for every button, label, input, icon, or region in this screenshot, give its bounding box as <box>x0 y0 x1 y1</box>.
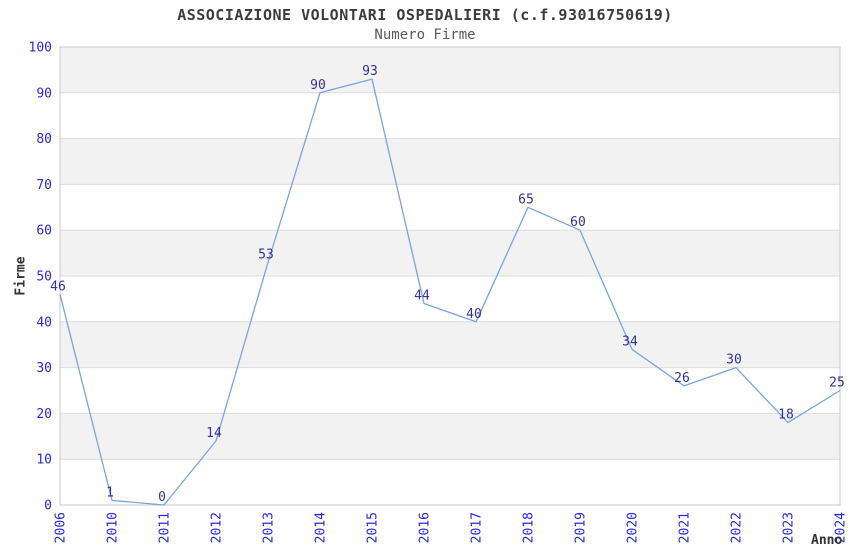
y-tick-label: 0 <box>44 499 52 514</box>
point-label: 30 <box>726 353 742 368</box>
x-tick-label: 2019 <box>574 512 589 543</box>
y-tick-label: 10 <box>36 453 52 468</box>
plot-band <box>60 459 840 505</box>
point-label: 0 <box>158 490 166 505</box>
y-tick-label: 50 <box>36 270 52 285</box>
y-tick-label: 30 <box>36 361 52 376</box>
x-tick-label: 2022 <box>730 512 745 543</box>
point-label: 53 <box>258 247 274 262</box>
y-tick-label: 60 <box>36 224 52 239</box>
x-tick-label: 2015 <box>366 512 381 543</box>
x-axis-label: Anno <box>811 533 843 548</box>
y-tick-label: 20 <box>36 407 52 422</box>
x-tick-label: 2006 <box>54 512 69 543</box>
point-label: 44 <box>414 289 430 304</box>
plot-band <box>60 367 840 414</box>
y-tick-label: 80 <box>36 132 52 147</box>
point-label: 1 <box>106 485 114 500</box>
x-tick-label: 2020 <box>626 512 641 543</box>
point-label: 46 <box>50 279 66 294</box>
x-tick-label: 2021 <box>678 512 693 543</box>
plot-band <box>60 276 840 322</box>
x-tick-label: 2018 <box>522 512 537 543</box>
plot-band <box>60 92 840 139</box>
y-tick-label: 90 <box>36 86 52 101</box>
x-tick-label: 2024 <box>834 512 849 543</box>
x-tick-label: 2012 <box>210 512 225 543</box>
plot-band <box>60 413 840 460</box>
y-tick-label: 70 <box>36 178 52 193</box>
y-axis-label: Firme <box>13 256 29 296</box>
chart-subtitle: Numero Firme <box>374 27 476 43</box>
x-tick-label: 2010 <box>106 512 121 543</box>
plot-band <box>60 184 840 231</box>
point-label: 18 <box>778 408 794 423</box>
point-label: 26 <box>674 371 690 386</box>
x-tick-label: 2011 <box>158 512 173 543</box>
plot-band <box>60 47 840 93</box>
point-label: 25 <box>829 376 845 391</box>
point-label: 40 <box>466 307 482 322</box>
y-tick-label: 100 <box>29 41 52 56</box>
point-label: 14 <box>206 426 222 441</box>
chart-title: ASSOCIAZIONE VOLONTARI OSPEDALIERI (c.f.… <box>177 6 673 24</box>
point-label: 34 <box>622 334 638 349</box>
point-label: 90 <box>310 78 326 93</box>
plot-band <box>60 230 840 276</box>
x-tick-label: 2013 <box>262 512 277 543</box>
y-tick-label: 40 <box>36 315 52 330</box>
plot-band <box>60 321 840 368</box>
plot-border <box>59 46 841 506</box>
x-tick-label: 2023 <box>782 512 797 543</box>
data-line <box>59 78 841 506</box>
point-label: 65 <box>518 192 534 207</box>
point-label: 93 <box>362 64 378 79</box>
x-tick-label: 2016 <box>418 512 433 543</box>
x-tick-label: 2014 <box>314 512 329 543</box>
x-tick-label: 2017 <box>470 512 485 543</box>
point-label: 60 <box>570 215 586 230</box>
plot-band <box>60 138 840 185</box>
